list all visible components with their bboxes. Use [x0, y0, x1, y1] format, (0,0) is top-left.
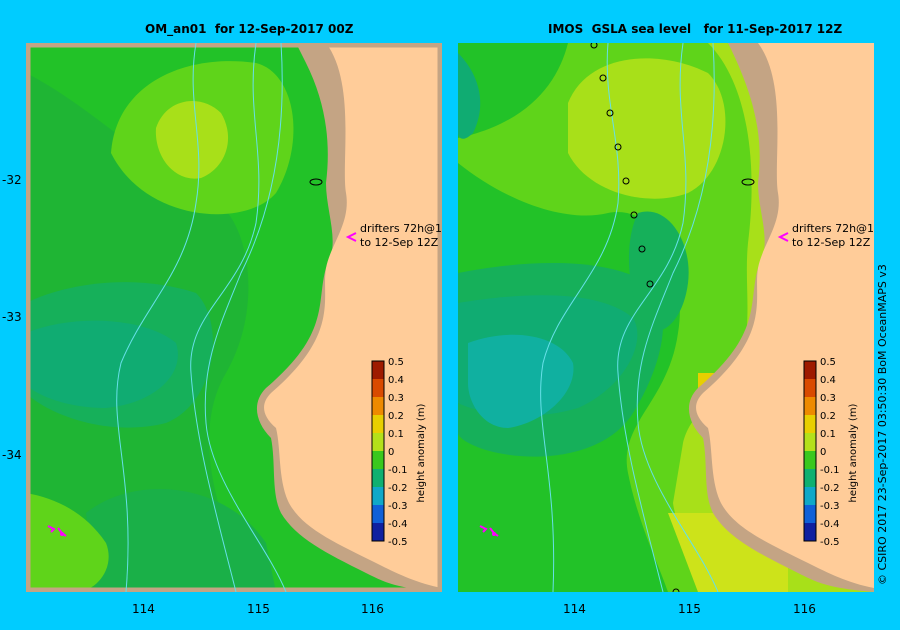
- lon-label: 116: [793, 602, 816, 616]
- lat-label: -32: [2, 173, 22, 187]
- colorbar-tick: 0.5: [820, 357, 836, 368]
- drifter-note-right-1: drifters 72h@12h: [792, 222, 874, 235]
- lon-label: 114: [132, 602, 155, 616]
- drifter-note-right-2: to 12-Sep 12Z: [792, 236, 871, 249]
- isobath-2: [617, 43, 687, 592]
- lat-label: -34: [2, 448, 22, 462]
- right-map: drifters 72h@12h to 12-Sep 12Z 0.5 0.4 0…: [458, 43, 874, 592]
- colorbar-tick: 0.3: [820, 393, 836, 404]
- lon-label: 116: [361, 602, 384, 616]
- colorbar-right: 0.5 0.4 0.3 0.2 0.1 0 -0.1 -0.2 -0.3 -0.…: [803, 357, 859, 548]
- colorbar-tick: -0.2: [388, 483, 408, 494]
- colorbar-label: height anomaly (m): [848, 403, 859, 502]
- land-mass: [696, 43, 874, 588]
- obs-point: [622, 177, 630, 185]
- drifter-arrow-left-icon: [345, 232, 357, 242]
- obs-point: [599, 74, 607, 82]
- island-right: [741, 178, 755, 186]
- colorbar-tick: -0.5: [820, 537, 840, 548]
- colorbar-tick: -0.1: [820, 465, 840, 476]
- obs-point: [630, 211, 638, 219]
- colorbar-tick: 0.5: [388, 357, 404, 368]
- copyright-note: © CSIRO 2017 23-Sep-2017 03:50:30 BoM Oc…: [876, 264, 889, 585]
- isobath-1: [116, 43, 200, 592]
- colorbar-tick: 0.4: [388, 375, 404, 386]
- drifter-note-left-2: to 12-Sep 12Z: [360, 236, 439, 249]
- colorbar-left: 0.5 0.4 0.3 0.2 0.1 0 -0.1 -0.2 -0.3 -0.…: [371, 357, 427, 548]
- contour-low-cyan: [468, 334, 574, 428]
- lon-label: 115: [678, 602, 701, 616]
- colorbar-tick: -0.4: [820, 519, 840, 530]
- map-frame: [26, 43, 442, 592]
- colorbar-tick: -0.3: [388, 501, 408, 512]
- drifter-position-right: [492, 532, 496, 536]
- colorbar-tick: 0: [388, 447, 394, 458]
- contour-low-west-inner: [26, 320, 178, 408]
- colorbar-tick: 0.1: [388, 429, 404, 440]
- isobath-3: [636, 43, 719, 592]
- contour-high-sw: [26, 493, 109, 592]
- isobath-3: [204, 43, 287, 592]
- colorbar-tick: -0.2: [820, 483, 840, 494]
- obs-point: [614, 143, 622, 151]
- obs-point: [590, 43, 598, 49]
- drifter-position-left: [60, 532, 64, 536]
- colorbar-tick: 0.3: [388, 393, 404, 404]
- right-panel-title: IMOS GSLA sea level for 11-Sep-2017 12Z: [548, 22, 843, 36]
- obs-point: [606, 109, 614, 117]
- lon-label: 114: [563, 602, 586, 616]
- colorbar-tick: -0.4: [388, 519, 408, 530]
- left-map: drifters 72h@12h to 12-Sep 12Z 0.5 0.4 0…: [26, 43, 442, 592]
- contour-band-green-nw: [458, 43, 568, 138]
- colorbar-tick: -0.3: [820, 501, 840, 512]
- colorbar-tick: 0.2: [820, 411, 836, 422]
- colorbar-tick: -0.5: [388, 537, 408, 548]
- obs-point: [672, 588, 680, 592]
- contour-low-south: [86, 489, 276, 592]
- obs-point: [638, 245, 646, 253]
- colorbar-tick: -0.1: [388, 465, 408, 476]
- lat-label: -33: [2, 310, 22, 324]
- isobath-2: [190, 43, 260, 592]
- drifter-note-left-1: drifters 72h@12h: [360, 222, 442, 235]
- colorbar-tick: 0: [820, 447, 826, 458]
- colorbar-label: height anomaly (m): [416, 403, 427, 502]
- colorbar-tick: 0.1: [820, 429, 836, 440]
- island-left: [309, 178, 323, 186]
- contour-high-north: [568, 58, 726, 199]
- drifter-arrow-right-icon: [777, 232, 789, 242]
- lon-label: 115: [247, 602, 270, 616]
- contour-high-north-inner: [155, 101, 229, 179]
- colorbar-tick: 0.4: [820, 375, 836, 386]
- isobath-1: [540, 43, 620, 592]
- left-panel-title: OM_an01 for 12-Sep-2017 00Z: [145, 22, 354, 36]
- colorbar-tick: 0.2: [388, 411, 404, 422]
- obs-point: [646, 280, 654, 288]
- land-mass: [264, 43, 442, 588]
- contour-low-nw: [458, 53, 481, 139]
